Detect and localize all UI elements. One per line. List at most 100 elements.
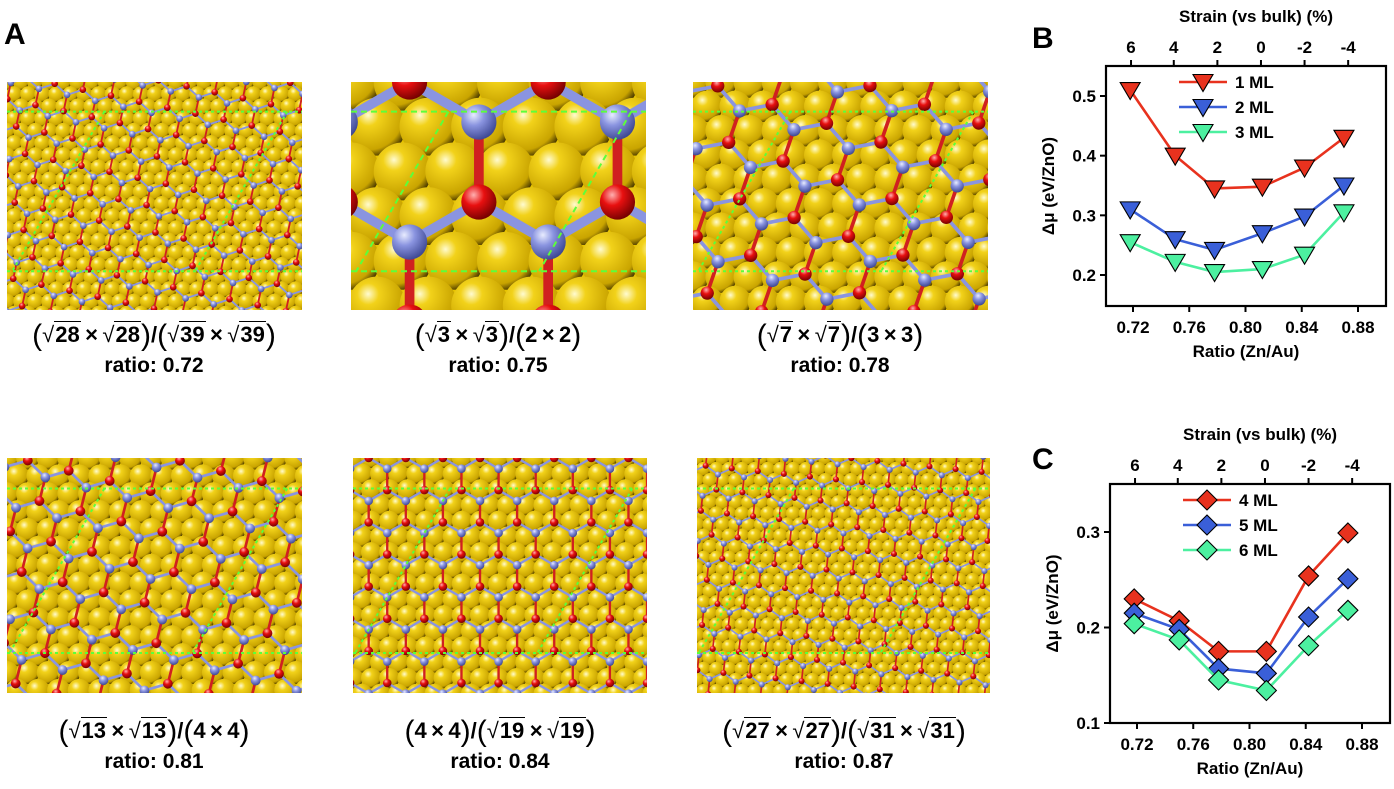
y-axis-label: Δμ (eV/ZnO)	[1039, 137, 1058, 235]
diamond-marker	[1297, 565, 1320, 587]
x-axis-label: Ratio (Zn/Au)	[1193, 342, 1300, 361]
sqrt-term: √3	[472, 321, 500, 347]
structure-image-5	[697, 458, 990, 693]
triangle-marker	[1251, 260, 1274, 280]
x-tick-label: 0.72	[1120, 735, 1153, 754]
structure-caption-0: (√28 × √28)/(√39 × √39) ratio: 0.72	[0, 318, 324, 379]
sqrt-term: √3	[424, 321, 452, 347]
structure-image-4	[353, 458, 647, 693]
x2-tick-label: 2	[1213, 38, 1222, 57]
x-tick-label: 0.76	[1173, 318, 1206, 337]
x2-axis-label: Strain (vs bulk) (%)	[1183, 425, 1337, 444]
sqrt-term: √7	[766, 321, 794, 347]
legend-entry-label: 1 ML	[1235, 73, 1274, 92]
y-tick-label: 0.2	[1072, 266, 1096, 285]
panel-label-c: C	[1032, 443, 1054, 476]
triangle-marker	[1332, 177, 1355, 197]
sqrt-term: √27	[792, 717, 831, 743]
supercell-formula: (√28 × √28)/(√39 × √39)	[32, 319, 276, 352]
sqrt-term: √19	[546, 717, 586, 743]
diamond-marker	[1196, 539, 1218, 561]
series-2-ml	[1119, 177, 1355, 261]
x2-tick-label: 0	[1260, 456, 1269, 475]
x-tick-label: 0.76	[1177, 735, 1210, 754]
ratio-label: ratio: 0.78	[790, 354, 890, 377]
triangle-marker	[1293, 246, 1316, 266]
structure-image-1	[351, 82, 646, 310]
x-tick-label: 0.88	[1341, 318, 1374, 337]
x2-tick-label: 6	[1126, 38, 1135, 57]
y-tick-label: 0.5	[1072, 87, 1096, 106]
legend-entry-label: 3 ML	[1235, 123, 1274, 142]
triangle-marker	[1192, 123, 1214, 143]
atomic-structure-svg	[693, 82, 988, 310]
triangle-marker	[1332, 204, 1355, 223]
diamond-marker	[1297, 634, 1320, 657]
diamond-marker	[1123, 612, 1145, 635]
triangle-marker	[1251, 225, 1274, 244]
atomic-structure-svg	[7, 82, 302, 310]
diamond-marker	[1207, 669, 1230, 691]
series-5-ml	[1123, 568, 1359, 685]
atomic-structure-svg	[351, 82, 646, 310]
chart-legend: 4 ML 5 ML 6 ML	[1183, 489, 1278, 561]
panel-label-b: B	[1032, 22, 1054, 55]
x-axis-label: Ratio (Zn/Au)	[1197, 759, 1304, 778]
sqrt-term: √19	[486, 717, 526, 743]
structure-caption-3: (√13 × √13)/(4 × 4) ratio: 0.81	[0, 714, 324, 775]
diamond-marker	[1337, 599, 1359, 622]
triangle-marker	[1119, 81, 1142, 101]
sqrt-term: √28	[42, 321, 81, 347]
x2-tick-label: -2	[1297, 38, 1312, 57]
diamond-marker	[1255, 662, 1278, 685]
x-tick-label: 0.84	[1285, 318, 1319, 337]
supercell-formula: (√27 × √27)/(√31 × √31)	[722, 715, 966, 748]
legend-entry-label: 2 ML	[1235, 98, 1274, 117]
supercell-formula: (√13 × √13)/(4 × 4)	[58, 715, 250, 748]
diamond-marker	[1123, 588, 1145, 610]
structure-image-2	[693, 82, 988, 310]
triangle-marker	[1251, 178, 1274, 198]
triangle-marker	[1192, 73, 1214, 93]
triangle-marker	[1203, 180, 1226, 200]
x2-tick-label: 2	[1217, 456, 1226, 475]
triangle-marker	[1164, 147, 1187, 167]
diamond-marker	[1168, 618, 1190, 641]
structure-caption-2: (√7 × √7)/(3 × 3) ratio: 0.78	[670, 318, 1010, 379]
triangle-marker	[1203, 263, 1226, 283]
triangle-marker	[1293, 208, 1316, 228]
structure-caption-4: (4 × 4)/(√19 × √19) ratio: 0.84	[330, 714, 670, 775]
y-tick-label: 0.2	[1076, 619, 1100, 638]
legend-entry-label: 6 ML	[1239, 541, 1278, 560]
y-tick-label: 0.3	[1072, 206, 1096, 225]
legend-entry-label: 4 ML	[1239, 491, 1278, 510]
sqrt-term: √31	[857, 717, 896, 743]
x-tick-label: 0.72	[1116, 318, 1149, 337]
x2-tick-label: -4	[1345, 456, 1361, 475]
diamond-marker	[1337, 522, 1359, 544]
x2-tick-label: 6	[1130, 456, 1139, 475]
atomic-structure-svg	[697, 458, 990, 693]
diamond-marker	[1123, 602, 1145, 624]
y-tick-label: 0.3	[1076, 523, 1100, 542]
x2-tick-label: 4	[1173, 456, 1183, 475]
y-tick-label: 0.1	[1076, 714, 1100, 733]
legend-entry-label: 5 ML	[1239, 516, 1278, 535]
atomic-structure-svg	[353, 458, 647, 693]
triangle-marker	[1164, 231, 1187, 250]
supercell-formula: (√7 × √7)/(3 × 3)	[756, 319, 924, 352]
diamond-marker	[1207, 657, 1230, 680]
supercell-formula: (4 × 4)/(√19 × √19)	[404, 715, 596, 748]
diamond-marker	[1168, 629, 1190, 651]
structure-image-3	[7, 458, 302, 693]
y-tick-label: 0.4	[1072, 147, 1096, 166]
sqrt-term: √31	[917, 717, 956, 743]
structure-caption-5: (√27 × √27)/(√31 × √31) ratio: 0.87	[674, 714, 1014, 775]
sqrt-term: √39	[227, 321, 266, 347]
ratio-label: ratio: 0.87	[794, 750, 894, 773]
triangle-marker	[1119, 234, 1142, 253]
diamond-marker	[1196, 514, 1218, 536]
supercell-formula: (√3 × √3)/(2 × 2)	[414, 319, 582, 352]
diamond-marker	[1255, 679, 1278, 702]
x-tick-label: 0.84	[1289, 735, 1323, 754]
